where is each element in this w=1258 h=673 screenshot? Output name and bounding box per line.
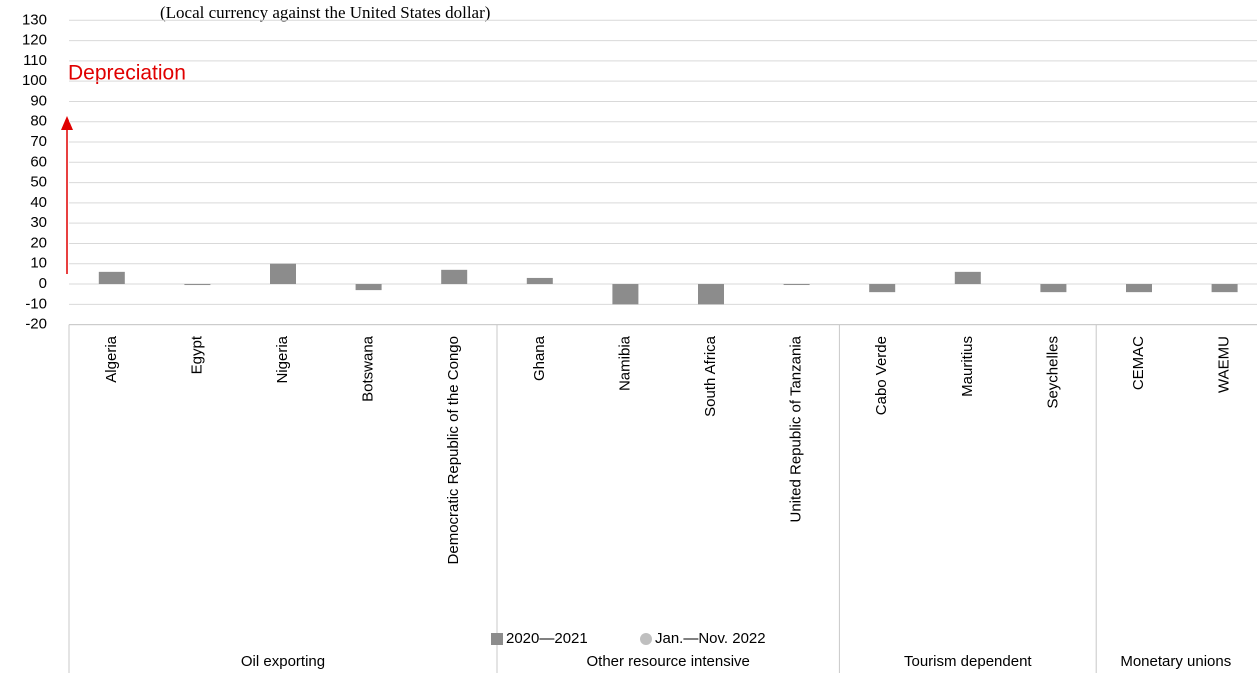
group-label: Monetary unions — [1120, 653, 1231, 670]
legend-label: Jan.—Nov. 2022 — [655, 630, 766, 647]
bar — [98, 271, 125, 285]
y-tick-label: 10 — [30, 255, 47, 272]
y-tick-label: 100 — [22, 72, 47, 89]
x-tick-label: Nigeria — [274, 335, 291, 383]
x-tick-label: Egypt — [188, 335, 205, 374]
bar — [355, 284, 382, 291]
y-tick-label: 40 — [30, 194, 47, 211]
x-tick-label: CEMAC — [1130, 336, 1147, 390]
legend-swatch — [491, 633, 503, 645]
x-tick-label: WAEMU — [1216, 336, 1233, 393]
bar — [698, 284, 724, 305]
bar — [441, 269, 468, 285]
y-tick-label: 0 — [39, 275, 47, 292]
y-tick-label: 130 — [22, 11, 47, 28]
chart-subtitle: (Local currency against the United State… — [160, 3, 490, 22]
y-tick-label: 30 — [30, 214, 47, 231]
annotation: Depreciation — [68, 62, 186, 85]
x-tick-label: Namibia — [616, 335, 633, 391]
bar — [184, 284, 211, 286]
x-tick-label: Democratic Republic of the Congo — [445, 336, 462, 564]
bar — [954, 271, 981, 285]
arrow-head — [61, 116, 73, 130]
group-label: Other resource intensive — [586, 653, 749, 670]
bar — [783, 284, 810, 286]
y-tick-label: 20 — [30, 234, 47, 251]
bar — [270, 263, 296, 285]
x-tick-label: South Africa — [702, 335, 719, 417]
y-tick-label: -10 — [25, 295, 47, 312]
group-label: Tourism dependent — [904, 653, 1032, 670]
x-tick-label: Mauritius — [959, 336, 976, 397]
bar — [1211, 284, 1238, 293]
bar — [1040, 284, 1067, 293]
legend-label: 2020—2021 — [506, 630, 588, 647]
x-tick-label: United Republic of Tanzania — [788, 335, 805, 522]
x-tick-label: Cabo Verde — [873, 336, 890, 415]
y-tick-label: 60 — [30, 153, 47, 170]
y-tick-label: 80 — [30, 113, 47, 130]
bar — [869, 284, 896, 293]
x-tick-label: Ghana — [531, 335, 548, 381]
bar — [526, 277, 553, 285]
bar — [612, 284, 639, 305]
x-tick-label: Algeria — [103, 335, 120, 382]
group-label: Oil exporting — [241, 653, 325, 670]
y-tick-label: 70 — [30, 133, 47, 150]
y-tick-label: 120 — [22, 32, 47, 49]
x-tick-label: Botswana — [360, 335, 377, 402]
legend-swatch — [640, 633, 652, 645]
x-tick-label: Seychelles — [1044, 336, 1061, 409]
y-tick-label: 50 — [30, 174, 47, 191]
y-tick-label: 110 — [23, 52, 47, 69]
y-tick-label: -20 — [25, 316, 47, 333]
y-tick-label: 90 — [30, 92, 47, 109]
bar — [1126, 284, 1152, 293]
